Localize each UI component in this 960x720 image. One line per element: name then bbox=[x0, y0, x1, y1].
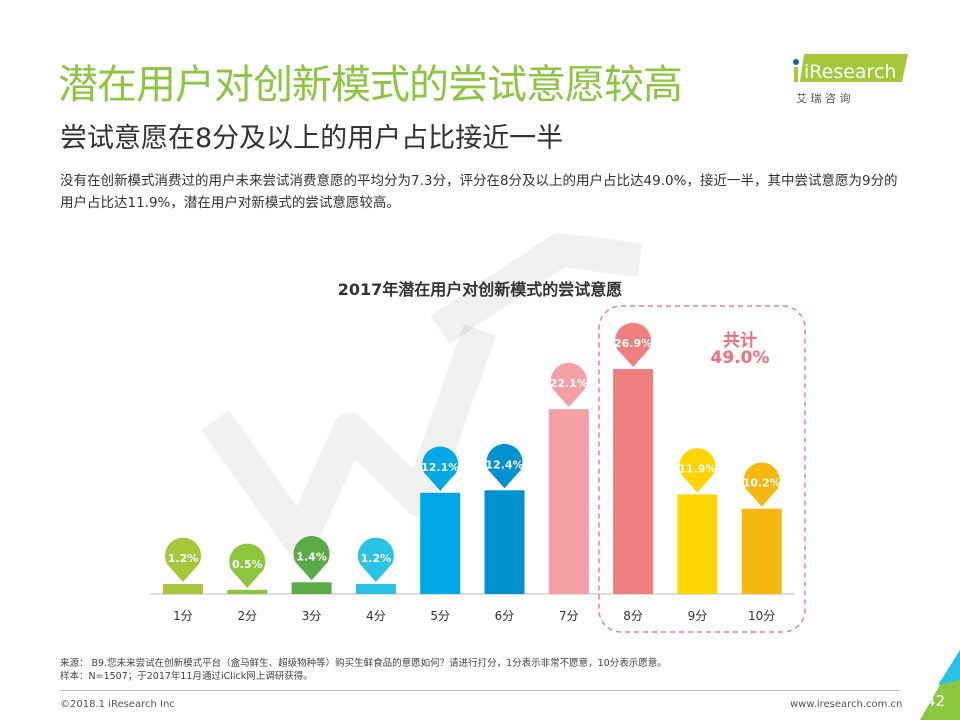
iresearch-logo: iResearch 艾 瑞 咨 询 bbox=[790, 52, 910, 106]
bar-5 bbox=[420, 492, 461, 594]
data-label: 0.5% bbox=[232, 558, 263, 571]
footer-divider bbox=[60, 690, 900, 691]
logo-graphic: iResearch 艾 瑞 咨 询 bbox=[793, 54, 908, 105]
bar-9 bbox=[677, 494, 718, 594]
sample-text: 样本：N=1507；于2017年11月通过iClick网上调研获得。 bbox=[60, 671, 313, 682]
value-pin bbox=[679, 448, 716, 493]
data-label: 11.9% bbox=[678, 462, 716, 475]
x-tick-label: 4分 bbox=[366, 609, 386, 623]
logo-cn: 艾 瑞 咨 询 bbox=[796, 91, 851, 105]
value-pin bbox=[743, 462, 780, 507]
value-pin bbox=[615, 322, 652, 367]
bar-3 bbox=[291, 582, 332, 594]
x-tick-label: 5分 bbox=[430, 609, 450, 623]
source-text: 来源： B9.您未来尝试在创新模式平台（盒马鲜生、超级物种等）购买生鲜食品的意愿… bbox=[60, 658, 667, 669]
total-value: 49.0% bbox=[710, 348, 770, 368]
data-label: 1.4% bbox=[296, 550, 327, 563]
x-tick-label: 10分 bbox=[748, 609, 775, 623]
data-label: 1.2% bbox=[168, 552, 199, 565]
value-pin bbox=[422, 446, 459, 491]
website: www.iresearch.com.cn bbox=[790, 699, 903, 710]
x-tick-label: 8分 bbox=[623, 609, 643, 623]
x-tick-label: 2分 bbox=[237, 609, 257, 623]
bar-2 bbox=[227, 589, 268, 594]
bar-10 bbox=[741, 508, 782, 594]
total-label: 共计 bbox=[723, 331, 757, 351]
page-subtitle: 尝试意愿在8分及以上的用户占比接近一半 bbox=[60, 123, 564, 154]
data-label: 22.1% bbox=[550, 377, 588, 390]
bar-1 bbox=[163, 583, 203, 594]
highlight-box bbox=[598, 305, 806, 633]
data-label: 26.9% bbox=[614, 337, 652, 350]
value-pin bbox=[293, 536, 330, 581]
data-label: 1.2% bbox=[361, 552, 392, 565]
x-tick-label: 7分 bbox=[559, 609, 579, 623]
bar-7 bbox=[548, 409, 589, 594]
copyright: ©2018.1 iResearch Inc bbox=[60, 699, 175, 710]
x-tick-label: 9分 bbox=[688, 609, 708, 623]
corner-decoration bbox=[920, 650, 960, 720]
x-tick-label: 6分 bbox=[495, 609, 515, 623]
value-pin bbox=[550, 362, 587, 408]
x-tick-label: 3分 bbox=[302, 609, 322, 623]
data-label: 10.2% bbox=[743, 477, 781, 490]
value-pin bbox=[165, 537, 201, 582]
value-pin bbox=[486, 444, 523, 489]
chart-title: 2017年潜在用户对创新模式的尝试意愿 bbox=[337, 280, 623, 299]
bar-4 bbox=[355, 583, 396, 594]
value-pin bbox=[229, 543, 266, 588]
data-label: 12.1% bbox=[421, 461, 459, 474]
bar-8 bbox=[613, 369, 654, 594]
logo-text: iResearch bbox=[804, 61, 896, 83]
value-pin bbox=[357, 537, 394, 582]
page-title: 潜在用户对创新模式的尝试意愿较高 bbox=[58, 62, 683, 108]
x-tick-label: 1分 bbox=[173, 609, 193, 623]
page-number: 42 bbox=[926, 692, 946, 710]
data-label: 12.4% bbox=[485, 458, 523, 471]
source-note: 来源： B9.您未来尝试在创新模式平台（盒马鲜生、超级物种等）购买生鲜食品的意愿… bbox=[60, 657, 667, 683]
bar-6 bbox=[484, 490, 525, 594]
description: 没有在创新模式消费过的用户未来尝试消费意愿的平均分为7.3分，评分在8分及以上的… bbox=[60, 173, 898, 211]
